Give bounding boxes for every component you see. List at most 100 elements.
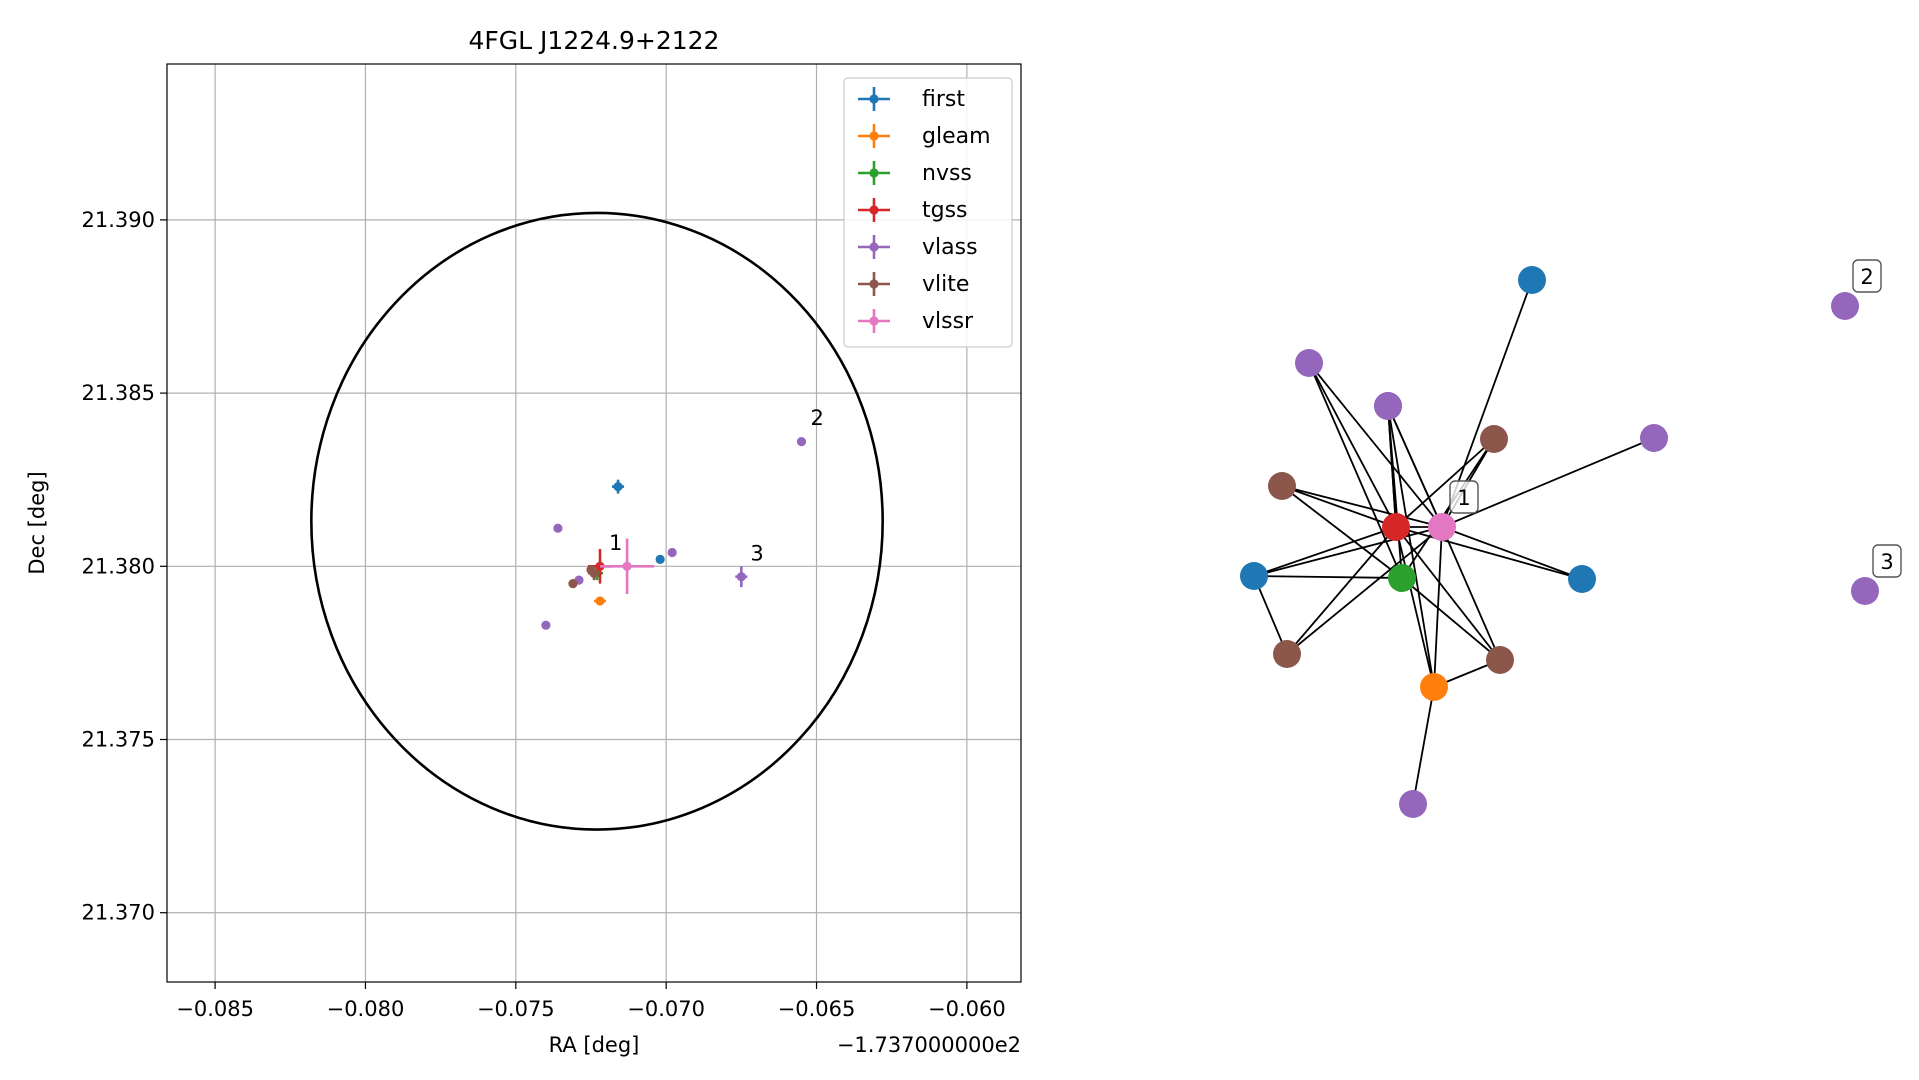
- network-node: [1374, 392, 1402, 420]
- node-label-text: 1: [1457, 486, 1470, 510]
- point-marker: [586, 565, 596, 575]
- network-edge: [1441, 437, 1655, 528]
- legend-item-vlite: vlite: [858, 272, 969, 297]
- y-tick-label: 21.380: [82, 554, 155, 578]
- point-marker: [667, 547, 677, 558]
- network-edge: [1286, 526, 1397, 655]
- node-label-box: [1852, 259, 1882, 293]
- data-point-vlass: [553, 523, 563, 533]
- network-nodes: [1240, 266, 1879, 818]
- legend-label: gleam: [922, 124, 991, 149]
- data-point-vlssr: [600, 538, 655, 595]
- x-tick-label: −0.080: [327, 997, 405, 1021]
- annotation-label: 2: [810, 406, 823, 430]
- node-label-text: 3: [1880, 550, 1893, 574]
- x-tick-label: −0.065: [778, 997, 856, 1021]
- error-circle: [310, 211, 884, 831]
- network-edge: [1308, 362, 1397, 528]
- network-edge: [1308, 362, 1443, 528]
- x-tick-label: −0.070: [627, 997, 705, 1021]
- point-marker: [595, 596, 605, 606]
- network-edge: [1253, 575, 1288, 655]
- data-point-vlite: [568, 579, 578, 589]
- network-panel: 1 2 3: [1240, 259, 1902, 818]
- annotation-label: 3: [750, 541, 763, 565]
- legend-box: [843, 77, 1013, 348]
- network-node: [1568, 565, 1596, 593]
- network-node: [1420, 673, 1448, 701]
- legend-swatch-dot: [869, 279, 879, 289]
- network-node: [1480, 425, 1508, 453]
- node-label-text: 2: [1860, 265, 1873, 289]
- y-axis-label: Dec [deg]: [25, 471, 49, 574]
- node-label-box: [1872, 544, 1902, 578]
- point-marker: [796, 436, 807, 447]
- network-edge: [1395, 526, 1435, 688]
- network-edge: [1286, 526, 1443, 655]
- network-edge: [1441, 526, 1583, 580]
- network-node: [1640, 424, 1668, 452]
- legend-item-tgss: tgss: [858, 198, 968, 223]
- data-point-vlass: [735, 566, 748, 588]
- network-edge: [1395, 526, 1501, 661]
- chart-title: 4FGL J1224.9+2122: [469, 26, 720, 55]
- network-edge: [1253, 575, 1403, 579]
- data-points: [541, 436, 807, 630]
- x-tick-label: −0.060: [928, 997, 1006, 1021]
- network-edge: [1441, 526, 1501, 661]
- network-node: [1486, 646, 1514, 674]
- point-marker: [655, 554, 665, 564]
- network-node: [1268, 472, 1296, 500]
- legend-swatch-dot: [869, 94, 879, 104]
- legend-swatch-dot: [869, 316, 879, 326]
- network-edge: [1387, 405, 1443, 528]
- data-point-vlite: [586, 565, 596, 575]
- legend-label: vlass: [922, 235, 978, 260]
- network-node: [1382, 513, 1410, 541]
- network-node-label: 1: [1449, 480, 1479, 514]
- network-node: [1399, 790, 1427, 818]
- data-point-vlass: [541, 620, 551, 630]
- network-node: [1428, 513, 1456, 541]
- network-edge: [1401, 577, 1501, 661]
- point-marker: [568, 579, 578, 589]
- network-node: [1295, 349, 1323, 377]
- network-node: [1518, 266, 1546, 294]
- x-tick-label: −0.075: [477, 997, 555, 1021]
- network-edge: [1395, 526, 1583, 580]
- legend-swatch-dot: [869, 131, 879, 141]
- legend-swatch-dot: [869, 205, 879, 215]
- network-node-label: 3: [1872, 544, 1902, 578]
- x-axis-offset-label: −1.737000000e2: [837, 1033, 1021, 1057]
- network-node: [1273, 640, 1301, 668]
- axes-frame: [166, 63, 1022, 983]
- network-node: [1240, 562, 1268, 590]
- legend-swatch-dot: [869, 168, 879, 178]
- y-tick-label: 21.385: [82, 381, 155, 405]
- node-label-box: [1449, 480, 1479, 514]
- network-edge: [1253, 526, 1397, 577]
- data-point-gleam: [594, 596, 607, 606]
- legend-label: vlite: [922, 272, 969, 297]
- scatter-panel: 1 2 3 −0.085 −0.080 −0.075 −0.070 −0.065 −0.060…: [25, 26, 1022, 1057]
- x-tick-label: −0.085: [176, 997, 254, 1021]
- annotation-label: 1: [609, 531, 622, 555]
- point-annotations: 1 2 3: [609, 406, 824, 565]
- legend-item-first: first: [858, 87, 965, 112]
- point-marker: [613, 482, 623, 492]
- x-axis-label: RA [deg]: [549, 1033, 640, 1057]
- network-node-label: 2: [1852, 259, 1882, 293]
- network-edge: [1395, 438, 1495, 528]
- data-point-first: [612, 479, 625, 494]
- network-node: [1851, 577, 1879, 605]
- y-tick-label: 21.375: [82, 728, 155, 752]
- legend: first gleam nvss tgss vlass vlite vlssr: [843, 77, 1013, 348]
- network-node: [1388, 564, 1416, 592]
- legend-label: nvss: [922, 161, 972, 186]
- data-point-vlass: [667, 547, 677, 558]
- network-edge: [1281, 485, 1443, 528]
- y-tick-label: 21.390: [82, 208, 155, 232]
- network-edge: [1412, 686, 1435, 805]
- legend-label: vlssr: [922, 309, 974, 334]
